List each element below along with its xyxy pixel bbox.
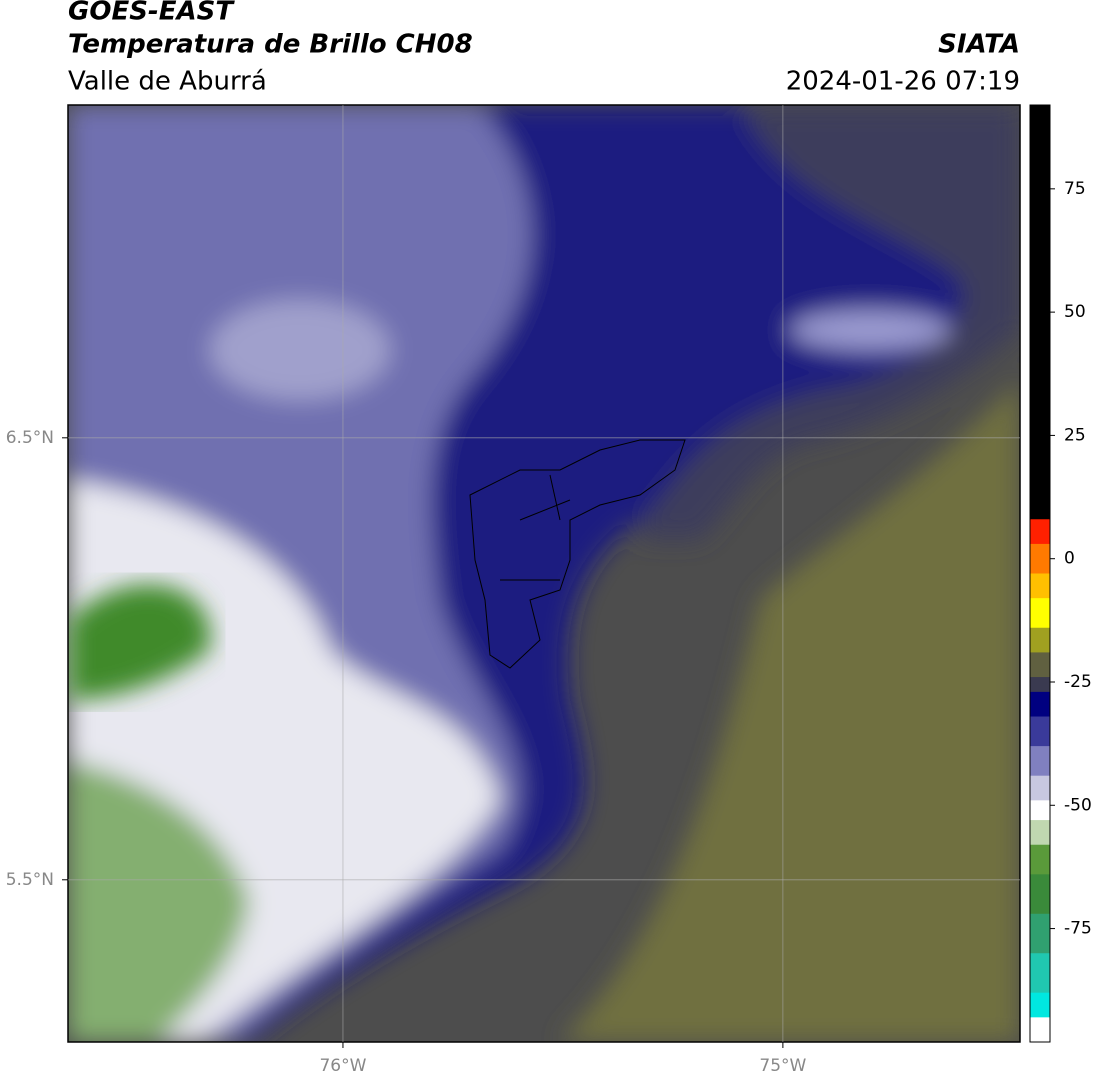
map-frame <box>67 104 1021 1043</box>
colorbar-segment <box>1030 716 1050 747</box>
colorbar-segment <box>1030 677 1050 693</box>
colorbar-tick-label: -25 <box>1064 672 1092 692</box>
colorbar-tick-label: 25 <box>1064 425 1086 445</box>
colorbar-segment <box>1030 800 1050 821</box>
colorbar-segment <box>1030 844 1050 875</box>
y-tick-label: 6.5°N <box>6 428 54 448</box>
datetime: 2024-01-26 07:19 <box>786 67 1020 97</box>
colorbar-segment <box>1030 105 1050 520</box>
colorbar-segment <box>1030 543 1050 574</box>
colorbar-tick-label: -50 <box>1064 795 1092 815</box>
colorbar-segment <box>1030 913 1050 954</box>
colorbar-frame <box>1029 104 1051 1043</box>
colorbar-segment <box>1030 1017 1050 1043</box>
colorbar-segment <box>1030 573 1050 599</box>
colorbar-tick-label: 50 <box>1064 302 1086 322</box>
colorbar-segment <box>1030 775 1050 801</box>
colorbar-tick-label: 0 <box>1064 549 1075 569</box>
y-tick-label: 5.5°N <box>6 870 54 890</box>
colorbar-tick-label: -75 <box>1064 919 1092 939</box>
colorbar-segment <box>1030 519 1050 545</box>
colorbar-segment <box>1030 953 1050 994</box>
source: SIATA <box>938 30 1020 60</box>
colorbar-segment <box>1030 627 1050 653</box>
colorbar-segment <box>1030 992 1050 1018</box>
colorbar-tick-label: 75 <box>1064 179 1086 199</box>
x-tick-label: 76°W <box>319 1056 366 1076</box>
satellite-image <box>68 105 1020 1042</box>
subtitle: Temperatura de Brillo CH08 <box>68 30 473 60</box>
x-tick-label: 75°W <box>759 1056 806 1076</box>
title: GOES-EAST <box>68 0 235 27</box>
region: Valle de Aburrá <box>68 67 267 97</box>
colorbar-segment <box>1030 746 1050 777</box>
colorbar-segment <box>1030 652 1050 678</box>
colorbar-segment <box>1030 598 1050 629</box>
colorbar-segment <box>1030 874 1050 915</box>
colorbar-segment <box>1030 820 1050 846</box>
colorbar-segment <box>1030 691 1050 718</box>
